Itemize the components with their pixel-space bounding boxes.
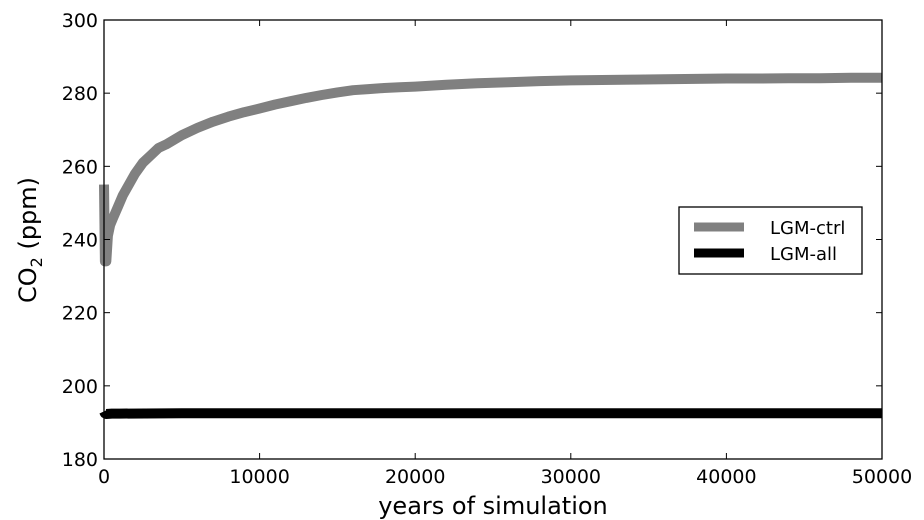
- y-tick-label: 300: [62, 10, 98, 32]
- y-axis-title-unit: (ppm): [14, 177, 42, 257]
- series-line-lgm-ctrl: [99, 72, 882, 267]
- legend-label-lgm-ctrl: LGM-ctrl: [770, 218, 845, 239]
- y-axis-title-main: CO: [14, 267, 42, 303]
- y-tick-label: 200: [62, 376, 98, 398]
- y-axis-title: CO2 (ppm): [14, 177, 46, 303]
- plot-lines: [99, 72, 882, 419]
- x-axis-title: years of simulation: [378, 492, 608, 520]
- y-axis-title-subscript: 2: [27, 257, 46, 267]
- y-tick-label: 260: [62, 156, 98, 178]
- x-axis-ticks: 0 10000 20000 30000 40000 50000: [98, 20, 912, 488]
- y-axis-ticks: 180 200 220 240 260 280 300: [62, 10, 882, 471]
- y-tick-label: 280: [62, 83, 98, 105]
- x-tick-label: 40000: [696, 466, 756, 488]
- legend-label-lgm-all: LGM-all: [770, 244, 837, 265]
- y-tick-label: 180: [62, 449, 98, 471]
- series-line-lgm-all: [99, 408, 882, 419]
- legend: LGM-ctrl LGM-all: [678, 206, 863, 275]
- y-tick-label: 220: [62, 303, 98, 325]
- y-tick-label: 240: [62, 230, 98, 252]
- x-tick-label: 20000: [385, 466, 445, 488]
- x-tick-label: 10000: [229, 466, 289, 488]
- legend-box: [678, 206, 863, 275]
- x-tick-label: 30000: [541, 466, 601, 488]
- x-tick-label: 50000: [852, 466, 912, 488]
- x-tick-label: 0: [98, 466, 110, 488]
